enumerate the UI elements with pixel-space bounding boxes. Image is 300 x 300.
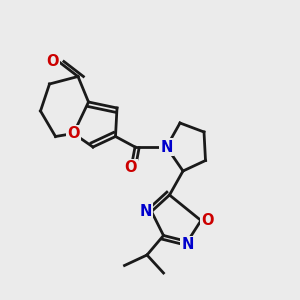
Text: N: N (139, 204, 152, 219)
Text: O: O (46, 54, 59, 69)
Text: O: O (201, 213, 213, 228)
Text: O: O (67, 126, 80, 141)
Text: O: O (124, 160, 137, 175)
Text: N: N (160, 140, 173, 154)
Text: N: N (181, 237, 194, 252)
